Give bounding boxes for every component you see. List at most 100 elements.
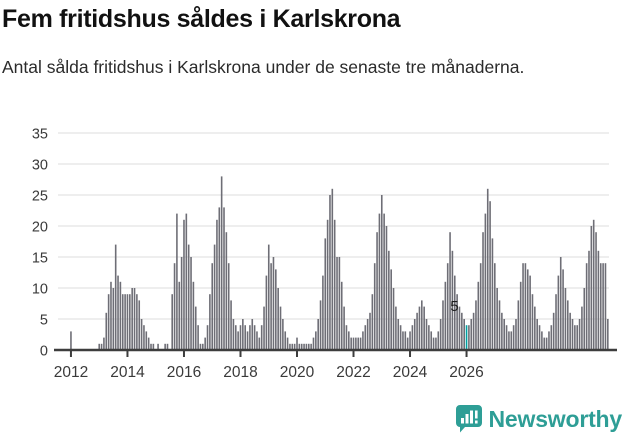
bar: [147, 337, 150, 350]
bar: [279, 306, 282, 350]
bar: [305, 343, 308, 350]
y-tick-label: 0: [40, 344, 48, 360]
bar: [267, 244, 270, 350]
bar: [190, 257, 192, 350]
bar: [512, 325, 515, 350]
bar: [510, 331, 513, 350]
bar-value-annotations: 5: [450, 298, 458, 315]
bar: [234, 325, 237, 350]
bar: [411, 325, 414, 350]
bar: [164, 343, 166, 350]
bar: [157, 343, 159, 350]
bar: [352, 337, 355, 350]
bar: [522, 263, 524, 350]
bar: [98, 343, 101, 350]
y-tick-label: 25: [32, 189, 48, 205]
bar: [395, 306, 397, 350]
newsworthy-logo[interactable]: Newsworthy: [455, 405, 622, 433]
bar: [470, 319, 473, 350]
bar: [263, 306, 265, 350]
page-title: Fem fritidshus såldes i Karlskrona: [2, 5, 401, 33]
x-tick-label: 2024: [393, 364, 428, 381]
bar: [265, 275, 268, 350]
bar: [315, 331, 317, 350]
chart-plot-area: 0 5 10 15 20 25 30 35 2012 2014 2016 2018 2020 2022 2…: [0, 125, 631, 390]
bar: [501, 312, 503, 350]
bar: [110, 281, 112, 350]
bar: [437, 331, 440, 350]
bar: [508, 331, 510, 350]
bar: [256, 331, 258, 350]
bar: [534, 306, 536, 350]
bar: [298, 343, 301, 350]
x-tick-label: 2022: [336, 364, 370, 381]
bar: [477, 281, 480, 350]
bar: [482, 232, 484, 350]
bar: [574, 325, 576, 350]
y-tick-label: 5: [40, 313, 48, 329]
bar: [489, 201, 491, 350]
bar: [348, 331, 350, 350]
bar: [324, 238, 327, 350]
bar: [548, 331, 550, 350]
bar: [505, 325, 508, 350]
bar: [402, 331, 404, 350]
bar: [385, 226, 388, 350]
bar: [180, 257, 183, 350]
bar: [317, 319, 319, 350]
bar: [202, 343, 204, 350]
bar: [183, 219, 185, 350]
bar: [178, 281, 181, 350]
highlighted-bar: [465, 325, 468, 350]
bar: [185, 213, 188, 350]
bar: [291, 343, 294, 350]
bar: [430, 331, 433, 350]
bar: [232, 319, 235, 350]
bar: [152, 343, 155, 350]
bar: [112, 288, 115, 350]
bar: [136, 294, 138, 350]
bar: [211, 263, 214, 350]
bar: [225, 232, 228, 350]
bar: [103, 337, 105, 350]
bar: [357, 337, 360, 350]
bar: [451, 250, 454, 350]
bar: [114, 244, 117, 350]
bar: [359, 337, 362, 350]
bar: [138, 300, 141, 350]
bar: [486, 188, 489, 350]
bar: [456, 294, 458, 350]
bar: [484, 213, 487, 350]
bar: [319, 300, 322, 350]
bar: [373, 263, 376, 350]
bar: [117, 275, 119, 350]
bar: [187, 244, 190, 350]
bar: [218, 207, 221, 350]
bar: [444, 281, 447, 350]
bar: [519, 281, 522, 350]
bar: [126, 294, 129, 350]
bar: [204, 337, 206, 350]
bar: [237, 331, 239, 350]
bar: [418, 306, 421, 350]
bar: [249, 325, 251, 350]
bar: [131, 288, 133, 350]
bar: [416, 312, 418, 350]
bar: [388, 250, 390, 350]
bar: [366, 319, 369, 350]
bar-value-label: 5: [450, 298, 458, 315]
bar: [150, 343, 152, 350]
bars-group: [70, 176, 609, 350]
bar: [538, 325, 541, 350]
bar: [197, 325, 199, 350]
bar: [541, 331, 543, 350]
bar: [326, 219, 329, 350]
bar: [531, 294, 534, 350]
bar: [70, 331, 72, 350]
bar: [597, 250, 600, 350]
bar: [592, 219, 595, 350]
bar: [227, 263, 230, 350]
bar: [472, 312, 475, 350]
bar: [392, 288, 395, 350]
